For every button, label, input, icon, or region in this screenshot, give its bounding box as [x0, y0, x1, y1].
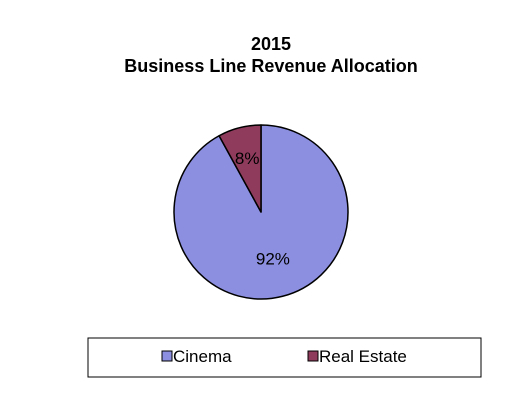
data-label-cinema: 92% [256, 249, 290, 268]
legend-item-real-estate: Real Estate [307, 347, 407, 366]
legend-label-real-estate: Real Estate [319, 347, 407, 366]
chart-title: 2015 [251, 34, 291, 54]
legend-label-cinema: Cinema [173, 347, 232, 366]
pie-slices [173, 124, 349, 300]
pie-data-labels: 92% 8% [235, 149, 290, 268]
legend-swatch-real-estate [307, 350, 319, 362]
data-label-real-estate: 8% [235, 149, 260, 168]
chart-subtitle: Business Line Revenue Allocation [124, 56, 417, 76]
legend: Cinema Real Estate [87, 337, 482, 378]
legend-item-cinema: Cinema [161, 347, 232, 366]
legend-swatch-cinema [161, 350, 173, 362]
legend-frame [87, 337, 482, 378]
pie-slice-real-estate [218, 124, 262, 213]
